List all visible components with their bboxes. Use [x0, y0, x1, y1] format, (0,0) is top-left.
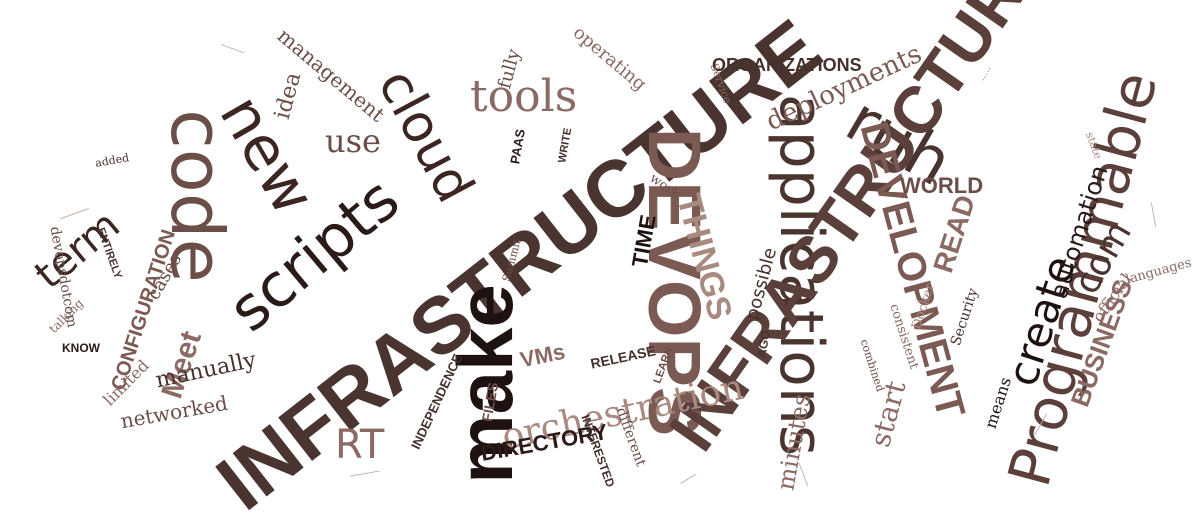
word-write: WRITE — [556, 126, 575, 164]
word-languages: languages — [1124, 255, 1194, 288]
word-tools: tools — [470, 71, 578, 122]
word-organizations: ORGANIZATIONS — [712, 55, 862, 75]
word-know: KNOW — [62, 341, 100, 355]
word-filler: ──── — [219, 40, 246, 59]
word-added: added — [94, 151, 131, 170]
word-vms: VMs — [517, 338, 568, 373]
word-read: READ — [927, 191, 982, 277]
word-filler: ─── — [678, 470, 700, 489]
word-combined: combined — [857, 337, 887, 394]
word-operating: operating — [568, 22, 651, 96]
word-filler: ──── — [1145, 202, 1161, 228]
word-rt: RT — [335, 422, 385, 468]
word-idea: idea — [269, 69, 307, 122]
word-filler: ───── — [349, 466, 381, 483]
word-security: Security — [947, 286, 982, 348]
word-world: WORLD — [900, 173, 984, 198]
word-paas: PAAS — [507, 127, 529, 166]
word-use: use — [325, 122, 381, 160]
